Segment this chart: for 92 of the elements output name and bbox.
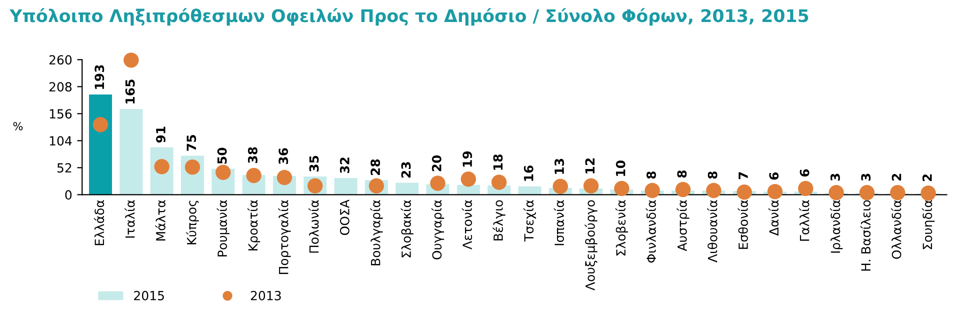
legend-label: 2013 [250,290,281,300]
point [491,174,507,190]
point [675,182,691,198]
data-label: 23 [401,162,411,178]
data-label: 20 [432,155,442,172]
x-tick-label: Σουηδία [922,200,935,250]
point [890,184,906,200]
point [216,164,231,180]
point [767,184,783,200]
bar [89,94,112,195]
y-tick-label: 208 [49,82,72,92]
data-label: 3 [830,174,840,181]
point [583,178,599,194]
x-tick-label: Σλοβακία [400,200,414,258]
x-tick-label: Γαλλία [799,200,810,241]
x-tick-label: Ισπανία [554,200,564,246]
x-tick-label: Πορτογαλία [278,200,291,274]
y-tick-label: 156 [50,109,72,119]
x-tick-label: Ολλανδία [891,200,902,259]
x-tick-label: Εσθονία [738,200,748,249]
bar [518,186,542,195]
x-tick-label: Τσεχία [523,200,536,242]
x-tick-label: Δανία [768,200,779,236]
chart-title: Υπόλοιπο Ληξιπρόθεσμων Οφειλών Προς το Δημόσιο / Σύνολο Φόρων, 2013, 2015 [9,8,808,26]
data-label: 7 [738,172,748,180]
x-tick-label: Λετονία [462,200,472,250]
x-tick-label: Η. Βασίλειο [860,200,871,271]
data-label: 13 [554,158,564,174]
legend-label: 2015 [134,290,164,300]
data-label: 8 [677,170,687,178]
x-tick-label: Ιταλία [124,200,135,238]
data-label: 32 [340,158,350,174]
data-label: 193 [94,65,104,89]
data-label: 28 [370,159,380,175]
y-tick-label: 52 [57,163,72,173]
data-label: 16 [524,165,534,181]
data-label: 8 [708,171,718,179]
data-label: 8 [646,171,656,179]
x-tick-label: Βουλγαρία [370,200,383,266]
x-tick-label: Κύπρος [186,200,199,244]
data-label: 3 [861,174,871,181]
x-tick-label: Σλοβενία [615,200,628,256]
bar [120,108,143,195]
x-tick-label: Κροατία [248,200,260,250]
bar [396,182,419,195]
x-tick-label: Αυστρία [676,200,690,252]
point [706,182,722,198]
x-tick-label: Βέλγιο [492,200,506,240]
data-label: 165 [125,80,135,104]
data-label: 50 [217,148,227,164]
point [246,168,262,184]
data-label: 91 [156,126,166,143]
y-tick-label: 104 [50,136,72,146]
x-tick-label: Λιθουανία [707,200,718,262]
point [552,178,568,194]
point [644,182,660,198]
x-tick-label: Ουγγαρία [431,200,444,260]
x-tick-label: Φινλανδία [646,200,656,263]
point [920,186,936,201]
data-label: 36 [278,148,288,164]
data-label: 38 [248,147,258,163]
point [736,184,752,200]
data-label: 35 [309,156,319,172]
data-label: 2 [892,174,902,181]
data-label: 12 [585,158,594,174]
data-label: 10 [616,160,626,176]
x-tick-label: Μάλτα [155,200,166,241]
data-label: 2 [922,174,932,182]
data-label: 75 [186,135,196,151]
x-tick-label: Ελλάδα [94,200,104,246]
x-tick-label: Πολωνία [308,200,319,253]
point [798,180,814,196]
point [460,171,476,187]
x-tick-label: Ιρλανδία [830,200,843,253]
y-tick-label: 0 [65,190,72,200]
y-axis-title: % [13,122,23,130]
point [368,178,384,194]
data-label: 19 [462,151,472,167]
point [92,116,108,132]
data-label: 6 [769,172,779,180]
point [124,52,139,68]
point [614,180,630,196]
x-tick-label: ΟΟΣΑ [340,200,350,235]
y-tick-label: 260 [49,55,72,65]
x-tick-label: Λουξεμβούργο [584,200,598,290]
data-label: 6 [800,169,810,177]
point [430,176,446,191]
point [859,184,875,200]
x-tick-label: Ρουμανία [216,200,230,256]
bar [334,178,358,195]
data-label: 18 [493,154,503,170]
point [828,184,844,200]
